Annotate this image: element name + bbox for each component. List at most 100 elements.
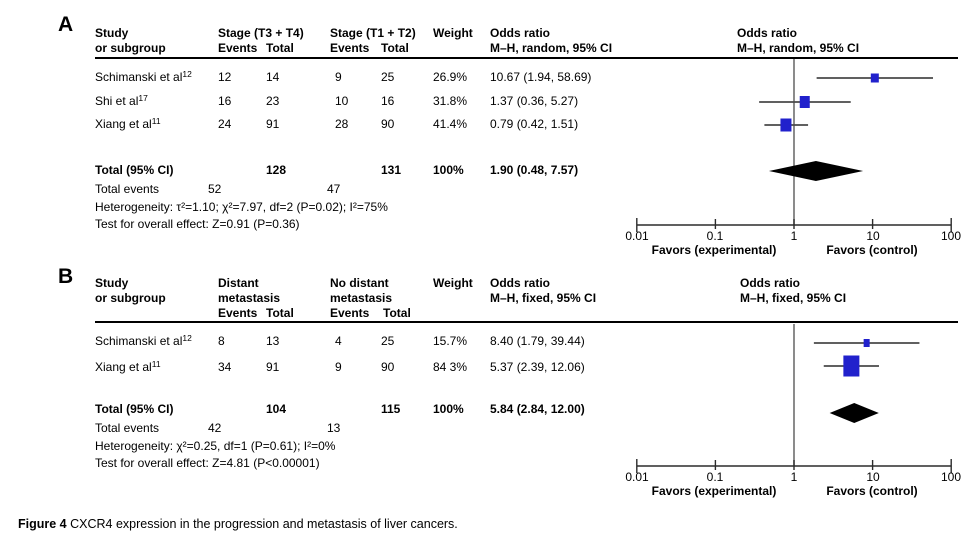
total2-value: 25 <box>381 334 395 348</box>
study-name: Schimanski et al12 <box>95 69 192 84</box>
col-header-group1b: metastasis <box>218 291 281 305</box>
total1-value: 14 <box>266 70 280 84</box>
reference-superscript: 11 <box>151 116 161 126</box>
total-weight: 100% <box>433 402 464 416</box>
overall-effect-text: Test for overall effect: Z=0.91 (P=0.36) <box>95 217 300 231</box>
total-row-label: Total (95% CI) <box>95 402 174 416</box>
events2-value: 4 <box>335 334 342 348</box>
events1-value: 34 <box>218 360 232 374</box>
col-header-events1: Events <box>218 306 258 320</box>
plot-header-or: Odds ratio <box>737 26 798 40</box>
favors-experimental-label: Favors (experimental) <box>651 243 777 257</box>
total-events1: 52 <box>208 182 222 196</box>
or-square <box>863 339 870 347</box>
total2-value: 25 <box>381 70 395 84</box>
figure-caption-text: CXCR4 expression in the progression and … <box>66 517 458 531</box>
col-header-events2: Events <box>330 41 370 55</box>
total-weight: 100% <box>433 163 464 177</box>
total2-sum: 115 <box>381 402 401 416</box>
or-square <box>799 96 810 108</box>
events1-value: 8 <box>218 334 225 348</box>
total1-value: 91 <box>266 117 280 131</box>
panel-b-label: B <box>58 265 74 288</box>
panel-a-label: A <box>58 13 74 36</box>
reference-superscript: 17 <box>138 93 148 103</box>
total1-sum: 128 <box>266 163 287 177</box>
axis-tick-label: 1 <box>790 229 798 243</box>
col-header-total2: Total <box>383 306 411 320</box>
col-header-events2: Events <box>330 306 370 320</box>
col-header-subgroup: or subgroup <box>95 291 166 305</box>
col-header-group1: Distant <box>218 276 259 290</box>
study-name: Shi et al17 <box>95 93 148 108</box>
total-events1: 42 <box>208 421 222 435</box>
heterogeneity-text: Heterogeneity: τ²=1.10; χ²=7.97, df=2 (P… <box>95 200 388 214</box>
study-name: Xiang et al11 <box>95 359 161 374</box>
events2-value: 10 <box>335 94 349 108</box>
total-events2: 47 <box>327 182 341 196</box>
events1-value: 24 <box>218 117 232 131</box>
weight-value: 31.8% <box>433 94 468 108</box>
study-name: Xiang et al11 <box>95 116 161 131</box>
total1-sum: 104 <box>266 402 287 416</box>
total-events2: 13 <box>327 421 341 435</box>
total-events-label: Total events <box>95 421 160 435</box>
weight-value: 41.4% <box>433 117 468 131</box>
events2-value: 9 <box>335 70 342 84</box>
total2-sum: 131 <box>381 163 402 177</box>
overall-effect-text: Test for overall effect: Z=4.81 (P<0.000… <box>95 456 320 470</box>
summary-diamond <box>829 403 879 423</box>
total1-value: 23 <box>266 94 280 108</box>
col-header-or: Odds ratio <box>490 276 551 290</box>
plot-header-or: Odds ratio <box>740 276 801 290</box>
axis-tick-label: 1 <box>790 470 798 484</box>
col-header-total1: Total <box>266 306 294 320</box>
axis-tick-label: 0.01 <box>625 229 649 243</box>
total-events-label: Total events <box>95 182 160 196</box>
axis-tick-label: 0.1 <box>706 470 724 484</box>
or-square <box>843 355 860 377</box>
reference-superscript: 11 <box>151 359 161 369</box>
col-header-group2: Stage (T1 + T2) <box>330 26 416 40</box>
col-header-weight: Weight <box>433 26 473 40</box>
total2-value: 90 <box>381 117 395 131</box>
reference-superscript: 12 <box>182 69 192 79</box>
axis-tick-label: 100 <box>940 470 962 484</box>
favors-experimental-label: Favors (experimental) <box>651 484 777 498</box>
weight-value: 26.9% <box>433 70 468 84</box>
favors-control-label: Favors (control) <box>826 484 918 498</box>
heterogeneity-text: Heterogeneity: χ²=0.25, df=1 (P=0.61); I… <box>95 439 336 453</box>
col-header-or-model: M–H, fixed, 95% CI <box>490 291 597 305</box>
col-header-total1: Total <box>266 41 294 55</box>
axis-tick-label: 10 <box>866 470 880 484</box>
or-ci-value: 1.37 (0.36, 5.27) <box>490 94 579 108</box>
events2-value: 28 <box>335 117 349 131</box>
figure-caption: Figure 4 CXCR4 expression in the progres… <box>18 517 458 531</box>
col-header-or: Odds ratio <box>490 26 551 40</box>
col-header-group2b: metastasis <box>330 291 393 305</box>
col-header-group1: Stage (T3 + T4) <box>218 26 304 40</box>
axis-tick-label: 0.1 <box>706 229 724 243</box>
col-header-total2: Total <box>381 41 409 55</box>
col-header-group2: No distant <box>330 276 389 290</box>
plot-header-or-model: M–H, fixed, 95% CI <box>740 291 847 305</box>
total1-value: 91 <box>266 360 280 374</box>
or-ci-value: 5.37 (2.39, 12.06) <box>490 360 585 374</box>
total1-value: 13 <box>266 334 280 348</box>
col-header-weight: Weight <box>433 276 473 290</box>
or-ci-value: 10.67 (1.94, 58.69) <box>490 70 592 84</box>
col-header-events1: Events <box>218 41 258 55</box>
events1-value: 12 <box>218 70 232 84</box>
study-name: Schimanski et al12 <box>95 333 192 348</box>
total2-value: 90 <box>381 360 395 374</box>
reference-superscript: 12 <box>182 333 192 343</box>
header-rule <box>95 321 958 323</box>
total-or-ci: 5.84 (2.84, 12.00) <box>490 402 585 416</box>
col-header-subgroup: or subgroup <box>95 41 166 55</box>
events2-value: 9 <box>335 360 342 374</box>
total2-value: 16 <box>381 94 395 108</box>
total-row-label: Total (95% CI) <box>95 163 174 177</box>
col-header-study: Study <box>95 276 129 290</box>
